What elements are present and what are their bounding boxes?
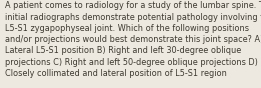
Text: A patient comes to radiology for a study of the lumbar spine. The
initial radiog: A patient comes to radiology for a study… xyxy=(5,1,261,78)
